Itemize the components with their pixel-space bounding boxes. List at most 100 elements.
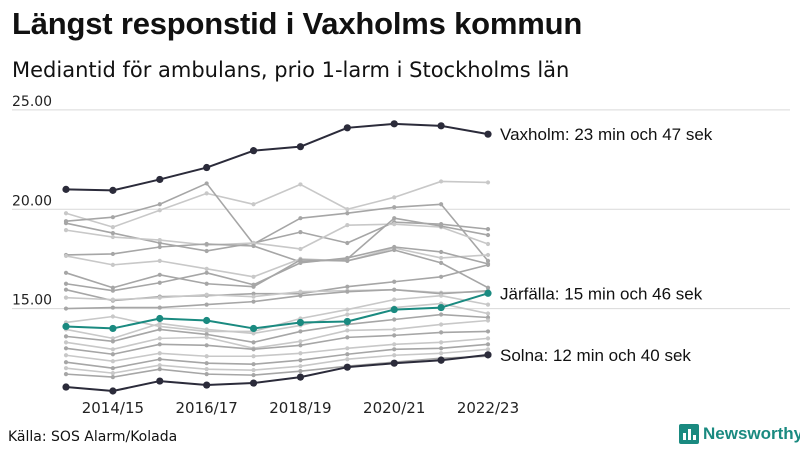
background-series-point [110, 225, 115, 230]
background-series-line [65, 288, 489, 310]
series-vaxholm-point [156, 175, 164, 184]
background-series-point [251, 282, 256, 287]
background-series-point [298, 257, 303, 263]
background-series-point [204, 302, 209, 307]
series-solna-point [62, 383, 70, 391]
background-series-point [251, 294, 256, 299]
source-note: Källa: SOS Alarm/Kolada [8, 429, 178, 445]
background-series-point [204, 181, 209, 186]
series-solna-label: Solna: 12 min och 40 sek [500, 346, 691, 365]
background-series-point [204, 354, 209, 359]
y-tick-label: 20.00 [12, 193, 52, 209]
background-series-point [345, 211, 350, 216]
background-series-point [63, 295, 69, 300]
background-series-point [63, 366, 69, 371]
background-series-point [345, 357, 350, 362]
background-series-point [485, 180, 491, 185]
background-series-point [110, 359, 115, 364]
series-solna-line [65, 353, 489, 393]
background-series-point [204, 361, 209, 366]
background-series-point [392, 244, 397, 250]
background-series-point [439, 224, 444, 229]
background-series-point [63, 253, 69, 259]
background-series-point [63, 340, 69, 345]
background-series-point [345, 255, 350, 261]
background-series-point [298, 343, 303, 348]
background-series-point [63, 287, 69, 292]
background-series-point [485, 227, 491, 232]
background-series-point [485, 302, 491, 307]
background-series-point [251, 291, 256, 296]
series-j-rf-lla-point [390, 305, 398, 314]
background-series-line [65, 217, 489, 263]
series-j-rf-lla-label: Järfälla: 15 min och 46 sek [500, 284, 703, 303]
background-series-point [439, 255, 444, 261]
background-series-point [251, 340, 256, 345]
background-series-point [204, 281, 209, 286]
background-series-point [392, 347, 397, 352]
background-series-point [298, 246, 303, 252]
background-series-point [110, 285, 115, 290]
series-j-rf-lla-point [343, 317, 351, 326]
background-series-point [63, 334, 69, 339]
background-series-point [157, 258, 162, 263]
background-series-point [485, 258, 491, 263]
series-solna-point [203, 381, 211, 389]
background-series-point [345, 258, 350, 263]
background-series-point [485, 315, 491, 320]
background-series-point [298, 182, 303, 187]
background-series-point [157, 208, 162, 213]
series-solna-point [484, 351, 492, 359]
background-series-line [65, 348, 489, 374]
background-series-point [204, 343, 209, 348]
background-series-point [63, 211, 69, 216]
series-vaxholm-point [249, 147, 258, 155]
background-series-point [345, 307, 350, 312]
background-series-point [298, 293, 303, 298]
background-series-point [110, 314, 115, 319]
background-series-point [110, 234, 115, 240]
background-series-point [204, 327, 209, 332]
background-series-point [157, 244, 162, 250]
series-solna-point [343, 363, 351, 371]
y-tick-label: 25.00 [12, 94, 52, 110]
background-series-line [65, 337, 489, 363]
x-tick-label: 2022/23 [457, 399, 519, 417]
x-tick-label: 2014/15 [82, 399, 144, 417]
background-series-point [439, 249, 444, 255]
background-series-point [392, 195, 397, 200]
y-axis-tick-labels: 15.00 20.00 25.00 [12, 94, 52, 309]
background-series-point [485, 311, 491, 316]
background-series-point [345, 289, 350, 294]
background-series-point [63, 346, 69, 351]
background-series-point [345, 312, 350, 317]
series-vaxholm-point [484, 130, 492, 138]
background-series-line [65, 355, 489, 378]
background-series-point [251, 347, 256, 352]
background-series-point [345, 240, 350, 246]
background-series-point [204, 332, 209, 337]
background-series-point [204, 241, 209, 247]
background-series-point [392, 247, 397, 253]
background-series-point [251, 354, 256, 359]
background-series-point [485, 241, 491, 247]
x-tick-label: 2016/17 [176, 399, 238, 417]
background-series-point [392, 353, 397, 358]
background-series-point [204, 266, 209, 271]
background-series-point [157, 237, 162, 243]
series-solna-point [390, 359, 398, 367]
background-series-point [110, 371, 115, 376]
background-series-line [65, 343, 489, 369]
background-series-point [157, 336, 162, 341]
background-series-point [63, 372, 69, 377]
background-series-point [204, 292, 209, 297]
background-series-point [157, 324, 162, 329]
background-series-point [392, 333, 397, 338]
background-series-point [439, 202, 444, 207]
background-series-point [251, 331, 256, 336]
background-series-point [298, 216, 303, 221]
background-series-point [345, 223, 350, 228]
background-series-line [65, 319, 489, 351]
background-series-point [392, 327, 397, 332]
background-series-point [63, 353, 69, 358]
